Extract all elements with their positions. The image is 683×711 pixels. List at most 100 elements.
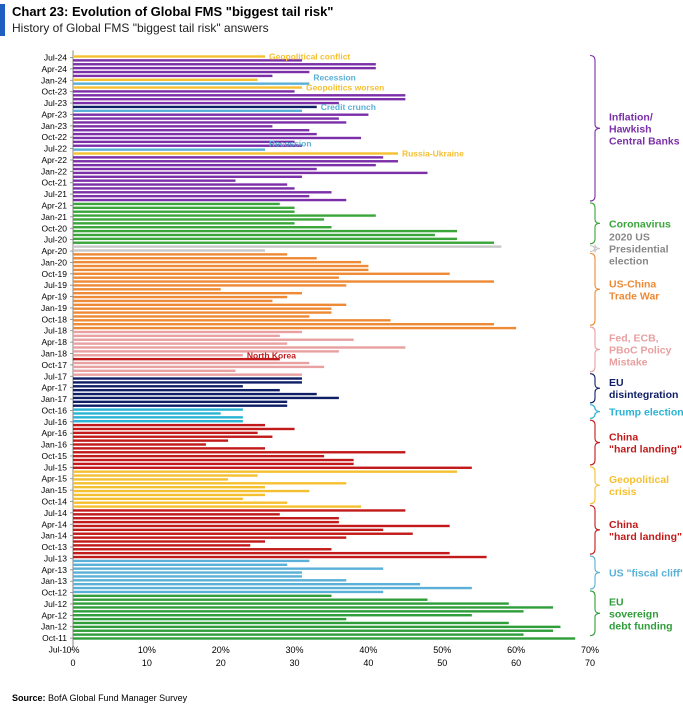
group-label-line: Trump election bbox=[609, 407, 683, 419]
bar bbox=[73, 373, 302, 376]
y-tick-label: Jul-18 bbox=[44, 326, 67, 336]
bar bbox=[73, 489, 310, 493]
inline-annotation: Geopolitics worsen bbox=[306, 83, 384, 93]
group-label-line: PBoC Policy bbox=[609, 344, 672, 356]
group-label: 2020 US Presidential election bbox=[609, 232, 669, 268]
bar bbox=[73, 330, 302, 334]
group-brace bbox=[589, 555, 601, 590]
group-label: Fed, ECB, PBoC Policy Mistake bbox=[609, 332, 672, 368]
bar bbox=[73, 513, 280, 516]
bar bbox=[73, 140, 295, 144]
y-tick-label: Apr-19 bbox=[41, 292, 67, 302]
group-label-line: sovereign bbox=[609, 608, 659, 620]
x-scale-label: 60 bbox=[511, 658, 521, 668]
bar bbox=[73, 148, 266, 151]
bar bbox=[73, 470, 458, 473]
bar bbox=[73, 381, 302, 384]
bar bbox=[73, 361, 310, 365]
bar bbox=[73, 70, 310, 74]
group-label-line: EU bbox=[609, 377, 624, 389]
bar bbox=[73, 509, 406, 512]
bar bbox=[73, 606, 554, 609]
bar bbox=[73, 237, 458, 241]
inline-annotations: Geopolitical conflictRecessionGeopolitic… bbox=[247, 52, 464, 361]
bar bbox=[73, 614, 472, 617]
x-tick-label: 20% bbox=[212, 645, 230, 655]
x-tick-label: 40% bbox=[359, 645, 377, 655]
x-scale-label: 70 bbox=[585, 658, 595, 668]
bar bbox=[73, 303, 347, 307]
chart-title: Chart 23: Evolution of Global FMS "bigge… bbox=[12, 4, 334, 19]
bar bbox=[73, 400, 288, 404]
bar bbox=[73, 307, 332, 310]
group-label-line: "hard landing" bbox=[609, 444, 682, 456]
bar bbox=[73, 388, 280, 392]
y-tick-label: Oct-11 bbox=[42, 633, 67, 643]
y-tick-label: Jan-12 bbox=[41, 622, 67, 632]
group-brace bbox=[589, 404, 601, 419]
bar bbox=[73, 602, 509, 605]
bar bbox=[73, 179, 236, 182]
bar bbox=[73, 101, 339, 105]
y-tick-label: Oct-21 bbox=[41, 178, 67, 188]
bar bbox=[73, 501, 288, 504]
y-tick-label: Apr-23 bbox=[41, 109, 67, 119]
bar bbox=[73, 548, 332, 551]
y-tick-label: Apr-24 bbox=[41, 64, 67, 74]
y-tick-label: Oct-14 bbox=[41, 497, 67, 507]
group-label-line: election bbox=[609, 256, 649, 268]
bar bbox=[73, 334, 280, 338]
group-annotations: Inflation/Hawkish Central Banks Coronaviru… bbox=[589, 54, 683, 637]
bar bbox=[73, 439, 229, 442]
y-tick-label: Apr-21 bbox=[41, 201, 67, 211]
bar bbox=[73, 121, 347, 124]
bar bbox=[73, 210, 295, 213]
group-label: US "fiscal cliff" bbox=[609, 568, 683, 580]
y-tick-label: Jan-24 bbox=[41, 75, 67, 85]
bar bbox=[73, 408, 243, 411]
bar bbox=[73, 117, 339, 120]
bar bbox=[73, 257, 317, 260]
bar bbox=[73, 346, 406, 349]
bar bbox=[73, 136, 362, 140]
group-label: Trump election bbox=[609, 407, 683, 419]
group-brace bbox=[589, 326, 601, 373]
bar bbox=[73, 90, 295, 93]
y-tick-label: Oct-22 bbox=[41, 132, 67, 142]
bar bbox=[73, 86, 302, 89]
bar bbox=[73, 598, 428, 601]
bar bbox=[73, 555, 487, 559]
group-label-line: Inflation/ bbox=[609, 111, 653, 123]
y-tick-label: Jul-1 bbox=[49, 645, 68, 655]
bar bbox=[73, 160, 398, 163]
bar bbox=[73, 222, 295, 225]
group-label-line: Coronavirus bbox=[609, 218, 671, 230]
group-label-line: Fed, ECB, bbox=[609, 332, 659, 344]
group-label-line: debt funding bbox=[609, 620, 673, 632]
bar bbox=[73, 183, 288, 186]
bar bbox=[73, 323, 494, 326]
bar bbox=[73, 295, 288, 299]
group-label-line: Presidential bbox=[609, 244, 669, 256]
bar bbox=[73, 586, 472, 590]
bar bbox=[73, 451, 406, 454]
y-tick-label: Jul-24 bbox=[44, 53, 67, 63]
bar bbox=[73, 575, 302, 578]
bar bbox=[73, 354, 243, 357]
chart-subtitle: History of Global FMS "biggest tail risk… bbox=[12, 21, 269, 35]
bar bbox=[73, 253, 288, 256]
bar bbox=[73, 474, 258, 477]
y-tick-label: Apr-18 bbox=[41, 337, 67, 347]
bar bbox=[73, 629, 554, 632]
bar bbox=[73, 540, 266, 543]
bar bbox=[73, 94, 406, 97]
bar bbox=[73, 416, 243, 419]
bar bbox=[73, 551, 450, 555]
bar bbox=[73, 288, 221, 291]
x-tick-label: 60% bbox=[507, 645, 525, 655]
group-label-line: 2020 US bbox=[609, 232, 650, 244]
y-tick-label: Apr-13 bbox=[41, 565, 67, 575]
bar bbox=[73, 276, 339, 279]
